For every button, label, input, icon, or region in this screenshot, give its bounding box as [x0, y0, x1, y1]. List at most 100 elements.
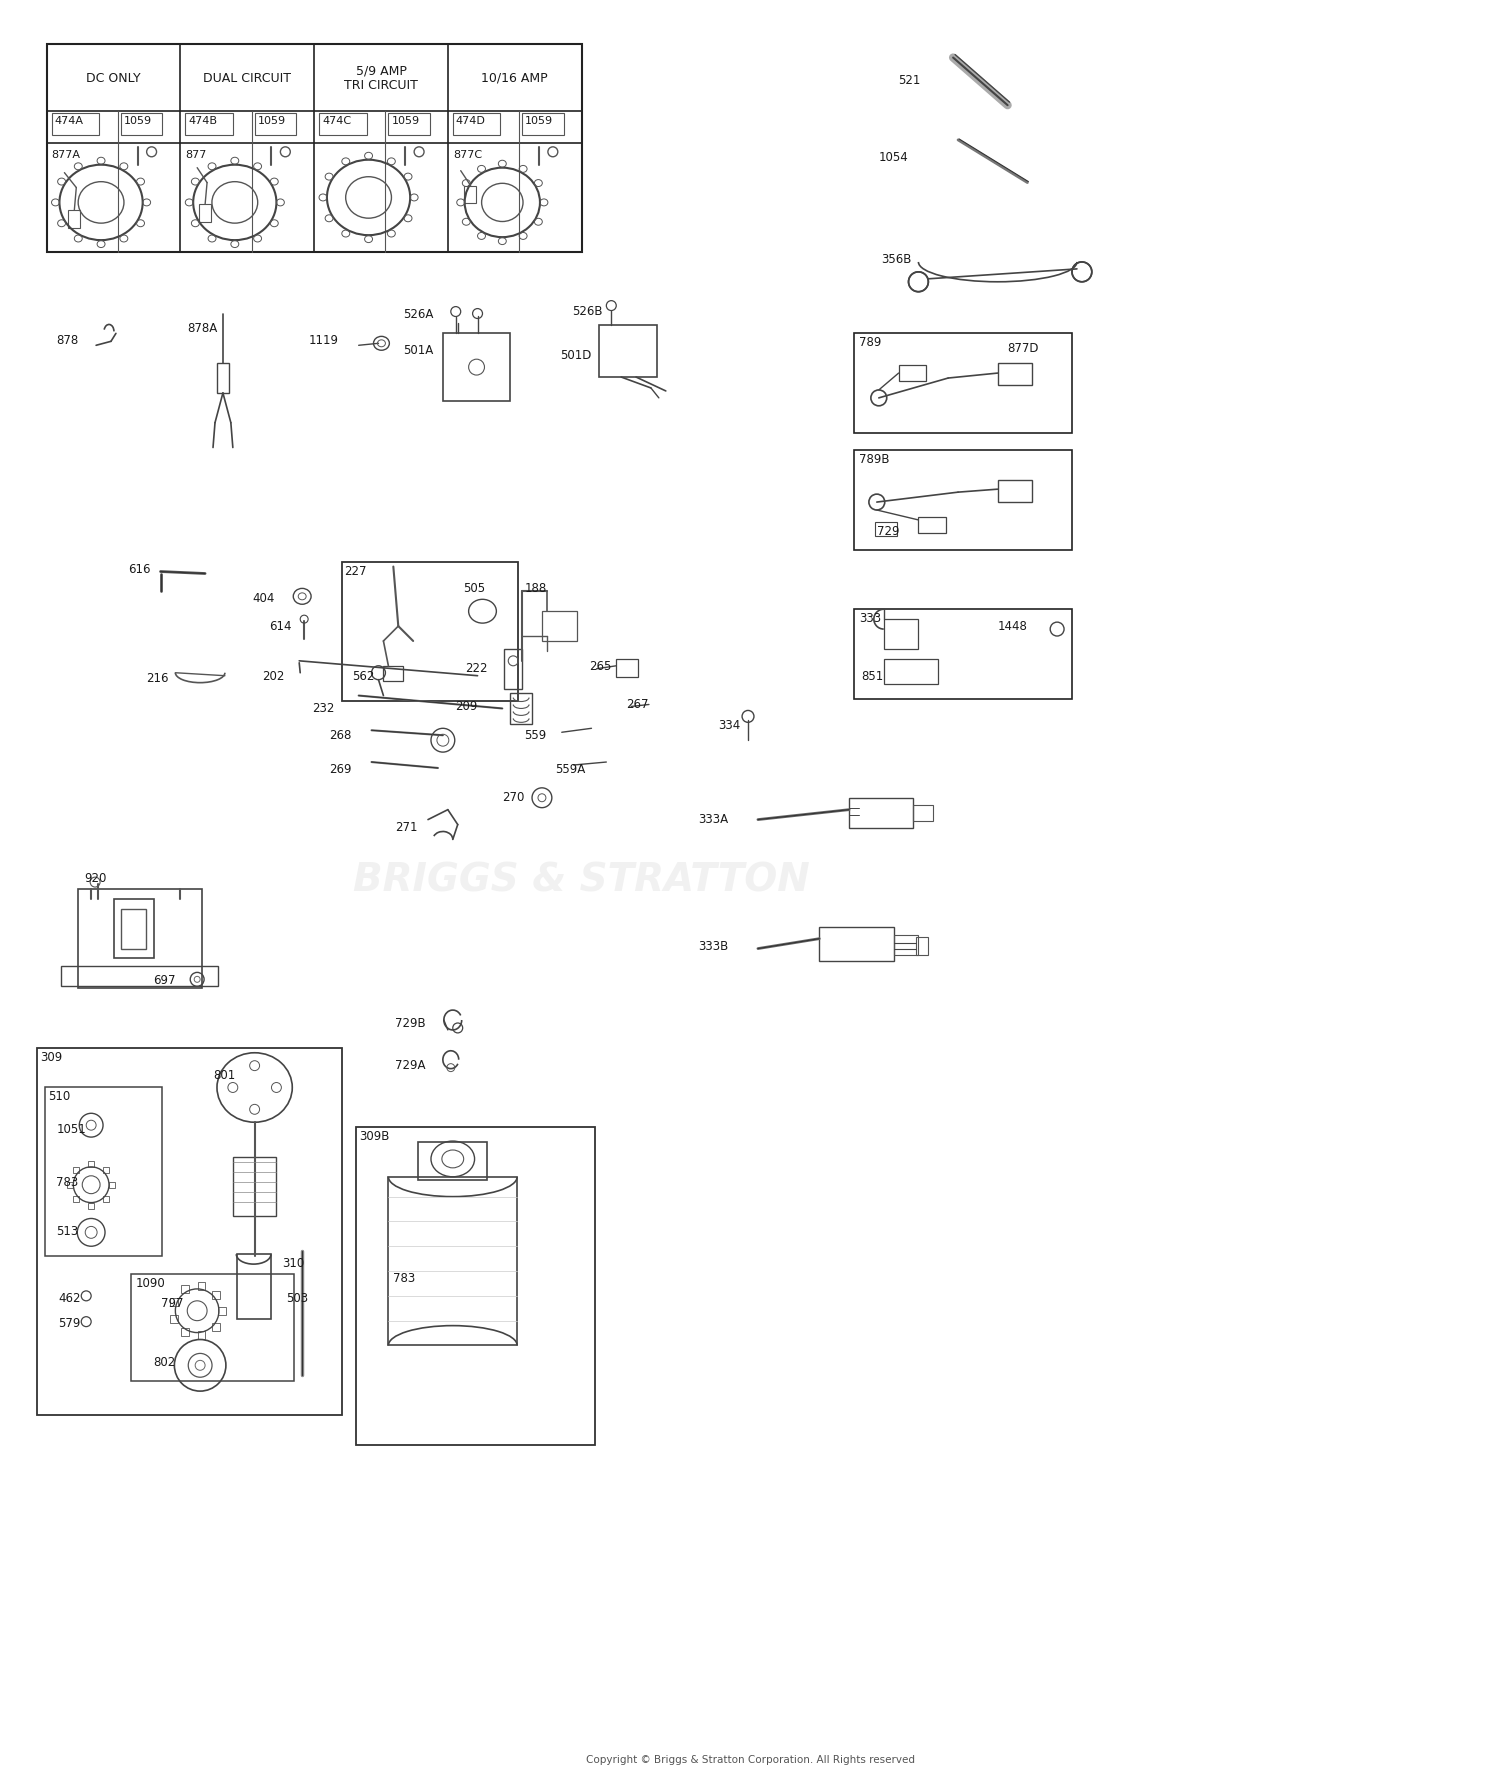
- Text: 333A: 333A: [699, 812, 729, 825]
- Text: 474D: 474D: [456, 116, 486, 125]
- Bar: [884, 619, 918, 649]
- Bar: [898, 367, 927, 381]
- Text: 216: 216: [146, 671, 168, 685]
- Text: 505: 505: [462, 581, 484, 596]
- Bar: [62, 966, 217, 988]
- Text: 697: 697: [153, 973, 176, 988]
- Text: 501A: 501A: [404, 343, 433, 358]
- Bar: [464, 186, 476, 204]
- Bar: [874, 522, 897, 537]
- Bar: [78, 889, 203, 989]
- Text: 1059: 1059: [124, 116, 152, 125]
- Bar: [104, 1168, 110, 1174]
- Text: 789: 789: [859, 336, 882, 349]
- Bar: [918, 517, 946, 533]
- Bar: [356, 1127, 596, 1446]
- Text: 270: 270: [503, 791, 525, 803]
- Text: 877A: 877A: [51, 150, 81, 159]
- Bar: [182, 1329, 189, 1336]
- Bar: [388, 114, 430, 136]
- Text: 209: 209: [454, 699, 477, 712]
- Bar: [122, 909, 146, 948]
- Text: 1054: 1054: [879, 150, 909, 165]
- Bar: [74, 1197, 80, 1202]
- Bar: [36, 1048, 342, 1415]
- Bar: [998, 363, 1032, 386]
- Bar: [170, 1299, 178, 1306]
- Bar: [522, 114, 564, 136]
- Text: 1090: 1090: [135, 1276, 165, 1290]
- Bar: [342, 562, 518, 701]
- Text: 501D: 501D: [560, 349, 591, 361]
- Bar: [914, 805, 933, 821]
- Text: 789B: 789B: [859, 453, 889, 467]
- Text: 877: 877: [186, 150, 207, 159]
- Text: 271: 271: [396, 819, 418, 834]
- Text: 309B: 309B: [360, 1129, 390, 1143]
- Text: 521: 521: [898, 75, 921, 88]
- Text: 188: 188: [525, 581, 548, 596]
- Text: 474A: 474A: [54, 116, 84, 125]
- Text: DUAL CIRCUIT: DUAL CIRCUIT: [202, 72, 291, 84]
- Bar: [74, 1168, 80, 1174]
- Bar: [453, 114, 501, 136]
- Text: BRIGGS & STRATTON: BRIGGS & STRATTON: [352, 861, 810, 898]
- Text: 1448: 1448: [998, 619, 1028, 633]
- Text: 616: 616: [128, 562, 150, 576]
- Bar: [122, 114, 162, 136]
- Text: 310: 310: [282, 1256, 304, 1270]
- Text: 851: 851: [861, 669, 883, 682]
- Bar: [255, 114, 296, 136]
- Text: 503: 503: [286, 1292, 309, 1304]
- Bar: [542, 612, 576, 642]
- Text: 801: 801: [213, 1068, 236, 1081]
- Text: 474B: 474B: [189, 116, 217, 125]
- Bar: [200, 206, 211, 224]
- Bar: [211, 1292, 220, 1299]
- Bar: [894, 936, 918, 955]
- Text: 1059: 1059: [392, 116, 420, 125]
- Text: 729A: 729A: [396, 1057, 426, 1072]
- Bar: [46, 45, 582, 252]
- Text: 877D: 877D: [1008, 342, 1040, 356]
- Bar: [600, 326, 657, 377]
- Text: 404: 404: [252, 592, 274, 605]
- Text: 1119: 1119: [309, 335, 339, 347]
- Bar: [114, 900, 153, 959]
- Bar: [130, 1274, 294, 1381]
- Bar: [232, 1157, 276, 1217]
- Text: 614: 614: [270, 619, 292, 633]
- Bar: [88, 1202, 94, 1209]
- Bar: [104, 1197, 110, 1202]
- Bar: [853, 335, 1072, 433]
- Text: 729: 729: [878, 524, 900, 537]
- Text: 513: 513: [57, 1225, 78, 1238]
- Text: 5/9 AMP
TRI CIRCUIT: 5/9 AMP TRI CIRCUIT: [344, 64, 418, 93]
- Bar: [510, 692, 532, 725]
- Text: 878A: 878A: [188, 322, 218, 335]
- Text: 783: 783: [393, 1272, 416, 1285]
- Bar: [217, 363, 229, 394]
- Text: 232: 232: [312, 701, 334, 714]
- Bar: [388, 1177, 518, 1345]
- Bar: [110, 1183, 116, 1188]
- Text: Copyright © Briggs & Stratton Corporation. All Rights reserved: Copyright © Briggs & Stratton Corporatio…: [585, 1755, 915, 1764]
- Bar: [916, 937, 928, 955]
- Bar: [504, 649, 522, 689]
- Bar: [88, 1161, 94, 1166]
- Bar: [237, 1254, 272, 1318]
- Text: 10/16 AMP: 10/16 AMP: [482, 72, 548, 84]
- Bar: [45, 1088, 162, 1256]
- Bar: [186, 114, 232, 136]
- Bar: [419, 1143, 488, 1181]
- Text: 333: 333: [859, 612, 880, 624]
- Text: 333B: 333B: [699, 939, 729, 952]
- Bar: [853, 451, 1072, 551]
- Text: 802: 802: [153, 1356, 176, 1369]
- Bar: [320, 114, 366, 136]
- Text: 268: 268: [328, 728, 351, 742]
- Bar: [68, 1183, 74, 1188]
- Text: 265: 265: [590, 660, 612, 673]
- Text: 559A: 559A: [555, 762, 585, 776]
- Text: 269: 269: [328, 762, 351, 776]
